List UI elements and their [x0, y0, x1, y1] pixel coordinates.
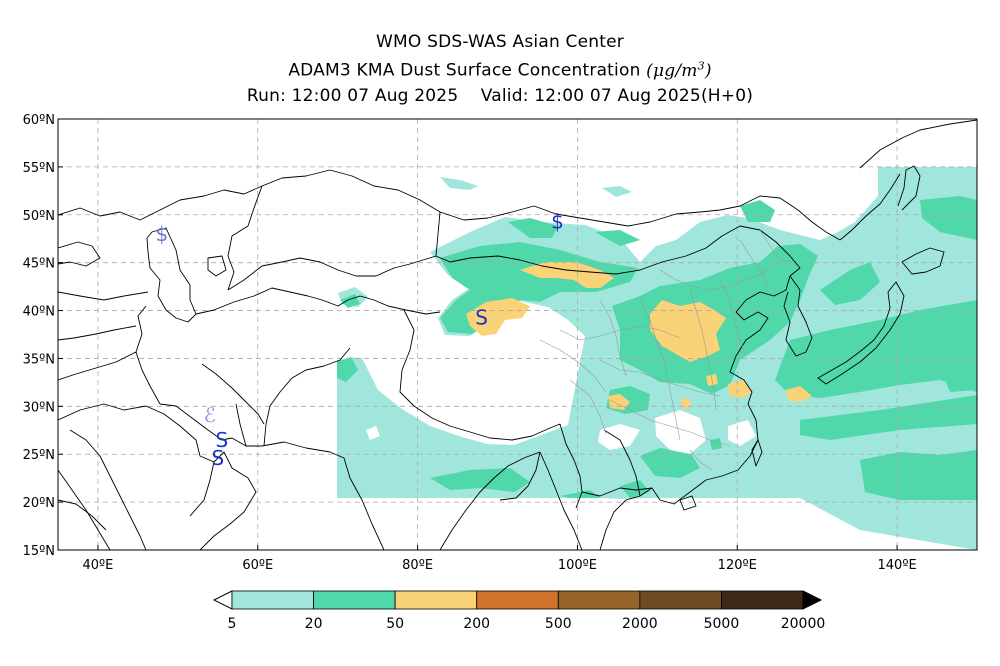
title-line-1: WMO SDS-WAS Asian Center — [376, 32, 624, 52]
china-east-coast — [729, 275, 791, 457]
colorbar-label: 200 — [463, 616, 490, 632]
aral-sea — [207, 255, 227, 277]
lat-tick-label: 55ºN — [23, 161, 55, 176]
lon-tick-label: 120ºE — [718, 558, 757, 573]
colorbar-segment — [231, 590, 314, 610]
colorbar: 5 20 50 200 500 2000 5000 20000 — [212, 590, 826, 632]
lat-tick-label: 40ºN — [23, 305, 55, 320]
colorbar-segment — [394, 590, 478, 610]
colorbar-under-arrow — [212, 590, 233, 610]
iran-coast — [159, 403, 345, 459]
dust-weather-symbol: S — [475, 305, 488, 329]
lon-tick-label: 60ºE — [242, 558, 273, 573]
colorbar-segment — [639, 590, 722, 610]
lon-tick-label: 40ºE — [83, 558, 114, 573]
lat-tick-label: 60ºN — [23, 113, 55, 128]
lon-tick-label: 140ºE — [878, 558, 917, 573]
country-borders — [58, 169, 841, 550]
dust-weather-symbol: $ — [156, 222, 169, 246]
colorbar-label: 50 — [386, 616, 404, 632]
arabian-coast — [58, 403, 257, 550]
colorbar-label: 20 — [305, 616, 323, 632]
colorbar-label: 5 — [228, 616, 237, 632]
lat-tick-label: 45ºN — [23, 257, 55, 272]
title-product: ADAM3 KMA Dust Surface Concentration — [288, 60, 641, 81]
title-line-3: Run: 12:00 07 Aug 2025 Valid: 12:00 07 A… — [246, 86, 754, 106]
hainan-coast — [679, 495, 697, 511]
dust-weather-symbol: S — [215, 428, 228, 452]
colorbar-over-arrow — [802, 590, 823, 610]
colorbar-segment — [313, 590, 396, 610]
russia-east-coast — [839, 119, 977, 241]
dust-weather-symbol: ℰ — [204, 403, 216, 427]
lat-tick-label: 20ºN — [23, 496, 55, 511]
india-coast — [343, 451, 541, 550]
lat-tick-label: 50ºN — [23, 209, 55, 224]
colorbar-segment — [476, 590, 559, 610]
korea-coast — [783, 275, 813, 357]
title-unit: (μg/m3) — [646, 59, 712, 81]
dust-region-20-50 — [337, 196, 977, 500]
dust-weather-symbol: $ — [551, 209, 564, 233]
taiwan-coast — [751, 439, 763, 467]
map-frame — [57, 118, 978, 551]
lat-tick-label: 15ºN — [23, 544, 55, 559]
caspian-sea — [146, 227, 197, 323]
coastlines-and-borders — [58, 119, 977, 550]
dust-weather-symbol: S — [211, 446, 224, 470]
colorbar-label: 2000 — [622, 616, 658, 632]
colorbar-segment — [557, 590, 641, 610]
colorbar-label: 20000 — [781, 616, 826, 632]
se-asia-coast — [539, 451, 751, 550]
lon-tick-label: 100ºE — [558, 558, 597, 573]
colorbar-label: 5000 — [704, 616, 740, 632]
dust-region-clear — [366, 410, 756, 454]
japan-coast — [817, 247, 945, 385]
colorbar-segment — [721, 590, 804, 610]
black-sea — [58, 241, 101, 267]
province-borders — [539, 229, 793, 471]
lat-tick-label: 35ºN — [23, 352, 55, 367]
lat-tick-label: 30ºN — [23, 400, 55, 415]
red-sea-coast — [58, 469, 111, 550]
colorbar-label: 500 — [545, 616, 572, 632]
title-line-2: ADAM3 KMA Dust Surface Concentration (μg… — [0, 59, 1000, 81]
lat-tick-label: 25ºN — [23, 448, 55, 463]
lon-tick-label: 80ºE — [402, 558, 433, 573]
axis-tick-labels: 40ºE 60ºE 80ºE 100ºE 120ºE 140ºE 60ºN 55ºN 50ºN 4… — [23, 113, 917, 573]
